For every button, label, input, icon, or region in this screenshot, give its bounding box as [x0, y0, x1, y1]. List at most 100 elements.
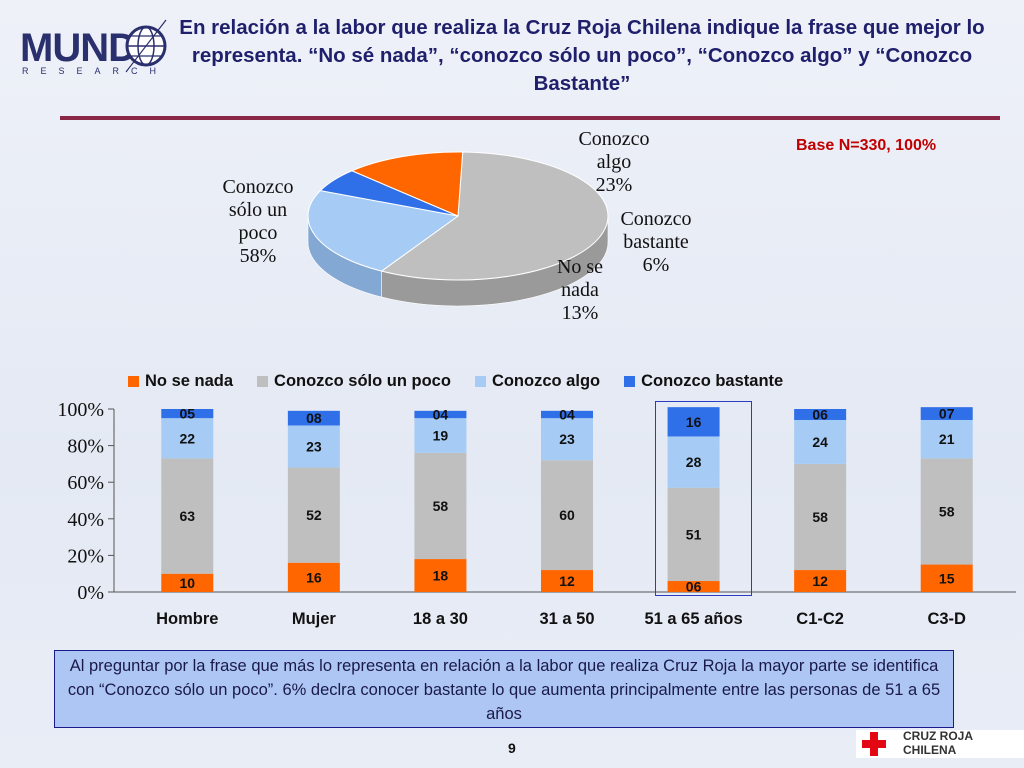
- bar-segment: [287, 562, 340, 592]
- bar-segment: [667, 487, 720, 582]
- legend-label: Conozco sólo un poco: [274, 372, 451, 390]
- bar-data-label: 12: [812, 573, 828, 589]
- bar-data-label: 06: [812, 406, 828, 422]
- cruz-roja-logo: [856, 718, 1024, 758]
- x-category-label: 31 a 50: [539, 610, 594, 628]
- legend-swatch: [624, 376, 636, 387]
- x-category-label: C1-C2: [796, 610, 844, 628]
- bar-segment: [414, 418, 467, 453]
- legend-item-solo-un-poco: Conozco sólo un poco: [257, 372, 451, 391]
- bar-segment: [667, 581, 720, 592]
- title-divider: [60, 116, 1000, 120]
- bar-segment: [920, 564, 973, 592]
- bar-data-label: 58: [939, 503, 955, 519]
- bar-data-label: 51: [686, 526, 702, 542]
- legend-label: No se nada: [145, 372, 234, 390]
- y-tick-label: 0%: [77, 582, 104, 604]
- bar-segment: [541, 418, 593, 461]
- bar-segment: [920, 419, 973, 459]
- pie-label-solo-un-poco: Conozco sólo un poco 58%: [222, 176, 294, 267]
- page-number: 9: [508, 740, 516, 756]
- x-category-label: 18 a 30: [413, 610, 468, 628]
- legend-item-algo: Conozco algo: [474, 372, 601, 391]
- bar-data-label: 08: [306, 410, 322, 426]
- bar-data-label: 10: [179, 575, 195, 591]
- pie-chart: [307, 151, 609, 307]
- bar-segment: [287, 410, 340, 426]
- legend-item-bastante: Conozco bastante: [624, 372, 783, 391]
- bar-data-label: 58: [433, 498, 449, 514]
- slide-title: En relación a la labor que realiza la Cr…: [179, 16, 985, 95]
- bar-segment: [161, 458, 214, 574]
- bar-data-label: 18: [433, 568, 449, 584]
- bar-segment: [667, 407, 720, 437]
- legend-label: Conozco algo: [491, 372, 601, 390]
- bar-segment: [794, 419, 847, 464]
- pie-slice: [380, 151, 609, 281]
- legend-item-no-se-nada: No se nada: [128, 372, 233, 391]
- pie-label-algo: Conozco algo 23%: [578, 128, 650, 196]
- bar-segment: [161, 409, 214, 419]
- bar-segment: [667, 436, 720, 488]
- bar-segment: [794, 409, 847, 420]
- bar-data-label: 06: [686, 579, 702, 595]
- x-category-label: C3-D: [927, 610, 966, 628]
- y-tick-label: 80%: [67, 436, 104, 458]
- bar-data-label: 19: [433, 428, 449, 444]
- bar-data-label: 28: [686, 454, 702, 470]
- bar-segment: [794, 570, 847, 592]
- y-tick-label: 100%: [57, 399, 104, 421]
- logo-subtitle: RESEARCH: [22, 66, 169, 76]
- bar-segment: [287, 425, 340, 468]
- bar-data-label: 24: [812, 434, 828, 450]
- x-category-label: Hombre: [156, 610, 218, 628]
- partner-logo-text: CRUZ ROJA CHILENA: [903, 729, 973, 757]
- sample-base-label: Base N=330, 100%: [796, 137, 937, 154]
- x-category-label: Mujer: [292, 610, 337, 628]
- bar-data-label: 21: [939, 431, 955, 447]
- bar-segment: [161, 418, 214, 459]
- bar-segment: [414, 410, 467, 419]
- y-tick-label: 40%: [67, 509, 104, 531]
- highlight-box-51-65: [655, 401, 752, 596]
- bar-data-label: 23: [559, 431, 575, 447]
- summary-note: Al preguntar por la frase que más lo rep…: [54, 650, 954, 728]
- red-cross-icon: [856, 730, 1024, 758]
- bar-data-label: 12: [559, 573, 575, 589]
- bar-data-label: 16: [306, 569, 322, 585]
- bar-segment: [541, 460, 593, 571]
- y-tick-label: 20%: [67, 545, 104, 567]
- bar-segment: [414, 452, 467, 560]
- bar-data-label: 04: [433, 406, 449, 422]
- legend-swatch: [128, 376, 139, 387]
- pie-label-bastante: Conozco bastante 6%: [620, 208, 692, 276]
- legend-swatch: [474, 376, 486, 387]
- bar-data-label: 58: [812, 509, 828, 525]
- bar-segment: [920, 458, 973, 565]
- bar-segment: [541, 570, 593, 592]
- bar-data-label: 16: [686, 414, 702, 430]
- bar-data-label: 04: [559, 406, 575, 422]
- logo-wordmark: MUND: [20, 26, 137, 70]
- pie-label-no-se-nada: No se nada 13%: [556, 256, 604, 324]
- globe-icon: [125, 19, 167, 73]
- bar-segment: [161, 573, 214, 592]
- legend-label: Conozco bastante: [641, 372, 784, 390]
- bar-segment: [794, 463, 847, 571]
- bar-data-label: 52: [306, 507, 322, 523]
- bar-data-label: 22: [179, 430, 195, 446]
- pie-slice: [307, 190, 460, 272]
- bar-segment: [920, 407, 973, 420]
- bar-segment: [541, 410, 593, 419]
- bar-segment: [414, 559, 467, 592]
- bar-data-label: 07: [939, 406, 955, 422]
- y-tick-label: 60%: [67, 472, 104, 494]
- pie-slice: [350, 151, 464, 217]
- x-category-label: 51 a 65 años: [644, 610, 742, 628]
- bar-legend: No se nada Conozco sólo un poco Conozco …: [128, 372, 807, 391]
- legend-swatch: [257, 376, 269, 387]
- bar-data-label: 23: [306, 439, 322, 455]
- mundo-research-logo: MUND RESEARCH: [16, 12, 168, 78]
